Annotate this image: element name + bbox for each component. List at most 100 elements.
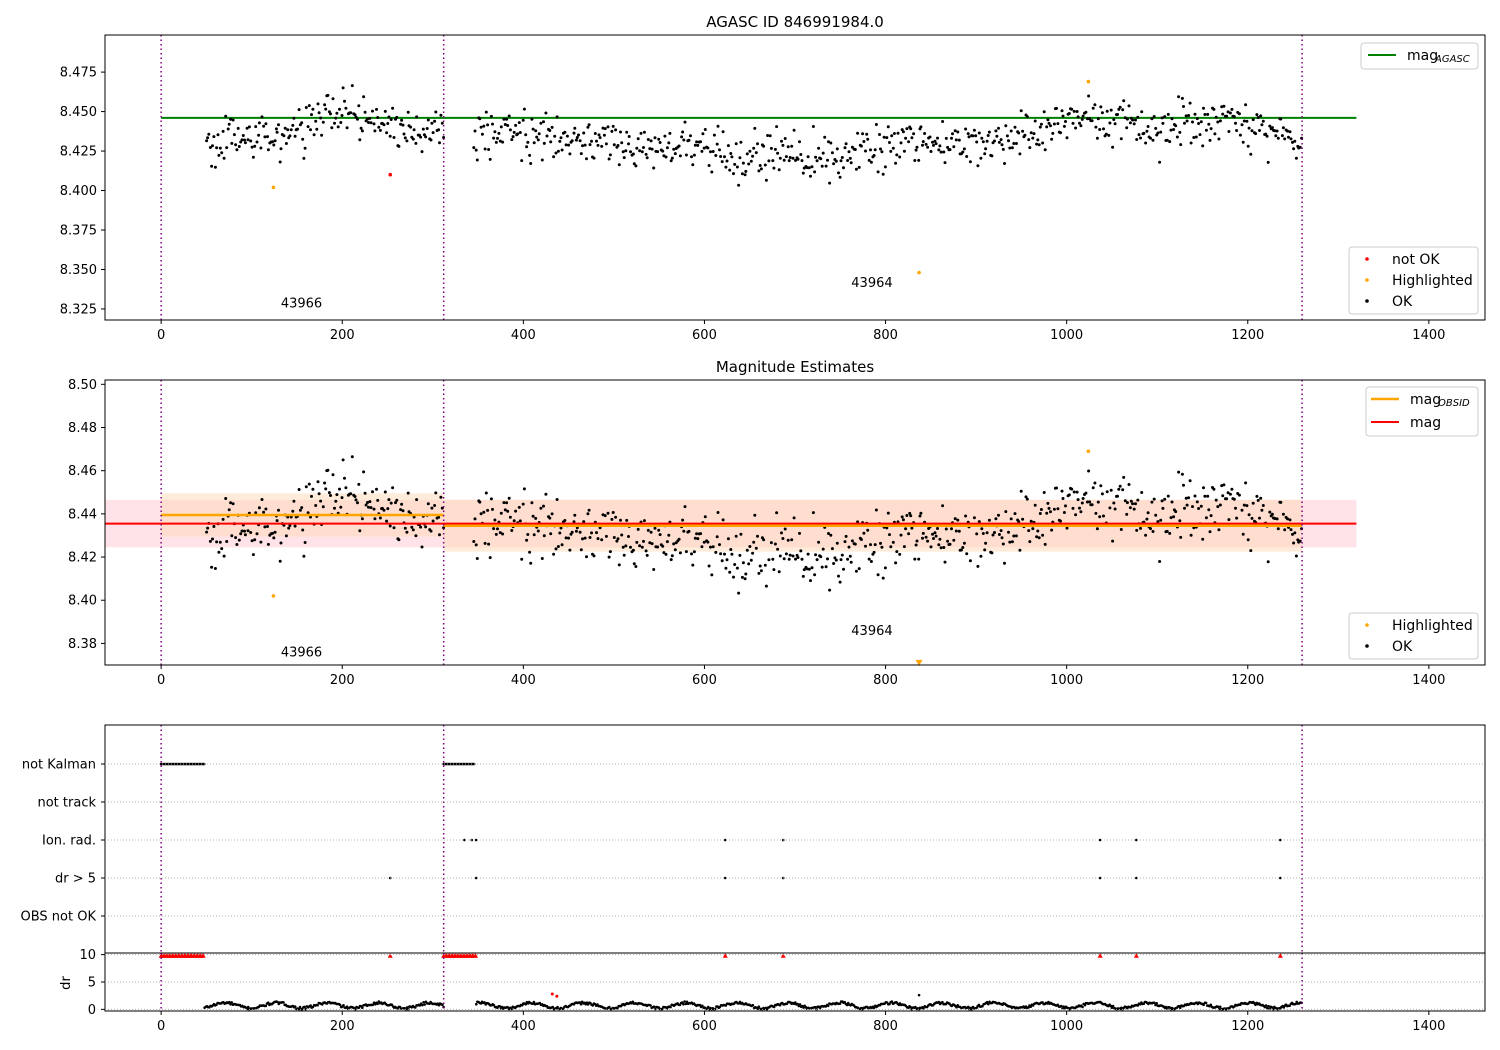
ok-point [556,545,560,548]
ok-point [1177,95,1181,99]
ok-point [1080,117,1084,121]
ok-point [540,557,544,560]
ok-point [1010,540,1014,544]
ok-point [1039,508,1043,511]
ok-point [644,549,648,553]
ok-point [931,140,934,144]
ok-point [756,142,759,146]
ok-point [1218,503,1222,507]
ok-point [356,501,359,505]
ok-point [412,128,416,132]
ok-point [866,137,870,141]
dr-point [1060,1004,1063,1008]
ok-point [645,553,649,557]
ok-point [604,534,608,538]
ok-point [590,139,593,143]
ok-point [403,526,407,530]
ok-point [848,554,852,558]
ok-point [1184,496,1188,500]
ok-point [1201,144,1205,148]
ok-point [247,125,251,129]
ok-point [681,518,685,522]
ok-point [1202,106,1205,110]
ok-point [979,156,983,160]
ok-point [1122,475,1126,479]
ok-point [1029,519,1033,523]
ok-point [878,133,881,136]
ok-point [1019,489,1023,493]
ok-point [356,117,359,121]
ok-point [1218,119,1222,123]
ok-point [1279,500,1283,504]
ok-point [1118,105,1122,109]
ok-point [719,155,723,158]
ok-point [505,501,509,505]
ok-point [410,525,414,529]
ok-point [861,132,865,136]
ok-point [560,543,564,547]
ok-point [976,164,980,168]
ok-point [424,135,428,139]
ok-point [670,156,674,160]
ok-point [1146,125,1150,128]
ok-point [550,125,554,129]
ok-point [843,540,847,544]
ok-point [972,516,976,520]
ok-point [824,565,828,569]
ok-point [1156,131,1160,135]
ok-point [1293,139,1297,143]
ok-point [218,540,222,544]
ok-point [815,159,819,163]
ok-point [517,121,521,125]
ok-point [896,131,900,135]
ok-point [1025,115,1029,119]
ok-point [1214,498,1218,502]
ok-point [1117,107,1121,111]
ok-point [642,519,646,523]
ok-point [649,530,653,534]
ok-point [321,120,325,124]
ok-point [762,144,766,148]
ok-point [991,533,995,537]
ok-point [1029,131,1033,135]
ok-point [725,159,729,163]
ok-point [980,136,984,140]
ok-point [820,164,824,168]
ok-point [218,146,222,150]
ok-point [1085,117,1089,121]
ok-point [984,147,988,151]
agasc-x-tick-label: 800 [873,328,898,343]
ok-point [1298,539,1302,543]
ok-point [847,150,851,154]
ok-point [799,153,803,156]
ok-point [669,159,673,163]
ok-point [782,158,786,162]
ok-point [790,144,794,148]
dr-point [376,1002,379,1006]
ok-point [723,155,726,159]
ok-point [891,146,895,150]
ok-point [967,135,971,139]
ok-point [287,526,291,530]
ok-point [1023,133,1027,137]
ok-point [782,557,786,561]
ok-point [293,134,297,138]
ok-point [567,143,571,147]
ok-point [489,497,493,501]
ok-point [921,531,925,535]
legend-marker-ok [1365,644,1369,648]
ok-point [326,468,330,472]
dr-point [794,1001,797,1004]
ok-point [702,540,706,544]
ok-point [962,541,966,545]
ok-point [823,135,827,139]
ok-point [1059,131,1062,135]
ok-point [703,128,707,131]
legend-label-ok: OK [1392,294,1413,310]
ok-point [1245,119,1249,123]
ok-point [1012,534,1016,538]
ok-point [1078,506,1081,510]
ok-point [961,150,965,154]
ok-point [1028,146,1032,150]
ok-point [612,143,616,147]
